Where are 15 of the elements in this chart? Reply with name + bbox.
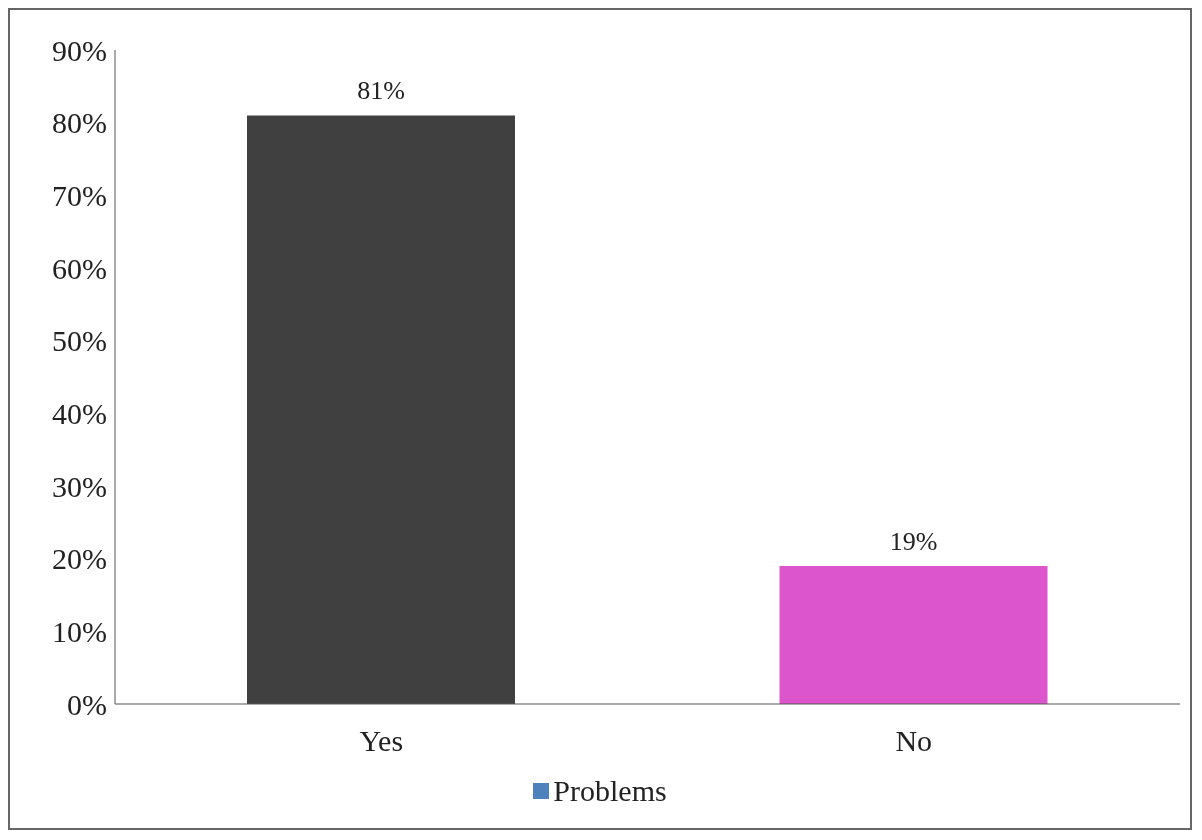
y-tick-label: 90% [52,33,107,67]
y-tick-label: 80% [52,106,107,140]
y-tick-label: 20% [52,542,107,576]
data-label: 19% [889,526,938,556]
text: Problems [553,774,667,808]
x-tick-label: No [895,724,933,758]
data-label: 81% [357,76,405,106]
y-tick-label: 60% [52,251,107,285]
x-tick-label: Yes [359,724,404,758]
y-tick-label: 0% [67,687,107,721]
y-tick-label: 30% [52,469,107,503]
y-tick-label: 40% [52,396,107,430]
y-tick-label: 70% [52,178,107,212]
y-tick-label: 10% [52,614,107,648]
y-tick-label: 50% [52,324,107,358]
